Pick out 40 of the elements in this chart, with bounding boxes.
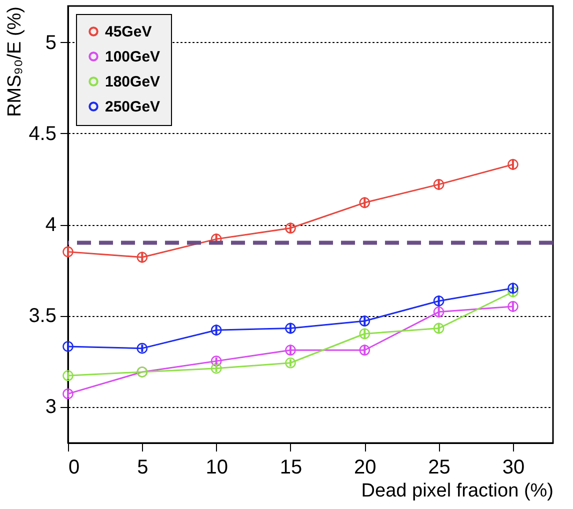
y-tick-label: 5 xyxy=(45,32,56,54)
x-tick-label: 15 xyxy=(280,456,302,478)
legend-label: 180GeV xyxy=(105,74,160,90)
point xyxy=(359,197,370,208)
x-tick-label: 25 xyxy=(428,456,450,478)
point xyxy=(285,222,296,234)
point xyxy=(508,301,518,312)
x-axis-title: Dead pixel fraction (%) xyxy=(361,480,554,502)
point xyxy=(210,362,222,374)
point xyxy=(508,286,518,298)
legend-label: 100GeV xyxy=(105,48,160,66)
point xyxy=(508,282,518,294)
x-tick-label: 30 xyxy=(502,456,525,478)
y-tick-label: 4.5 xyxy=(28,122,56,145)
point xyxy=(433,322,444,334)
y-tick-label: 3 xyxy=(45,396,56,418)
point xyxy=(285,344,296,356)
legend-label: 45GeV xyxy=(105,24,152,40)
x-tick-label: 0 xyxy=(68,456,80,478)
x-tick-label: 20 xyxy=(354,456,376,478)
point xyxy=(433,179,444,190)
point xyxy=(285,322,296,334)
point xyxy=(210,356,222,366)
point xyxy=(136,342,148,354)
point xyxy=(433,306,444,318)
point xyxy=(359,316,370,326)
x-tick-label: 10 xyxy=(206,456,228,478)
point xyxy=(508,159,518,170)
y-axis-title: RMS₉₀/E (%) xyxy=(4,6,26,117)
point xyxy=(136,252,148,263)
point xyxy=(210,324,222,336)
y-tick-label: 3.5 xyxy=(28,305,56,328)
x-tick-label: 5 xyxy=(137,456,148,478)
point xyxy=(359,344,370,356)
legend-label: 250GeV xyxy=(105,98,160,116)
point xyxy=(285,358,296,368)
y-tick-label: 4 xyxy=(45,214,56,236)
point xyxy=(359,328,370,340)
point xyxy=(62,246,74,258)
point xyxy=(433,296,444,306)
